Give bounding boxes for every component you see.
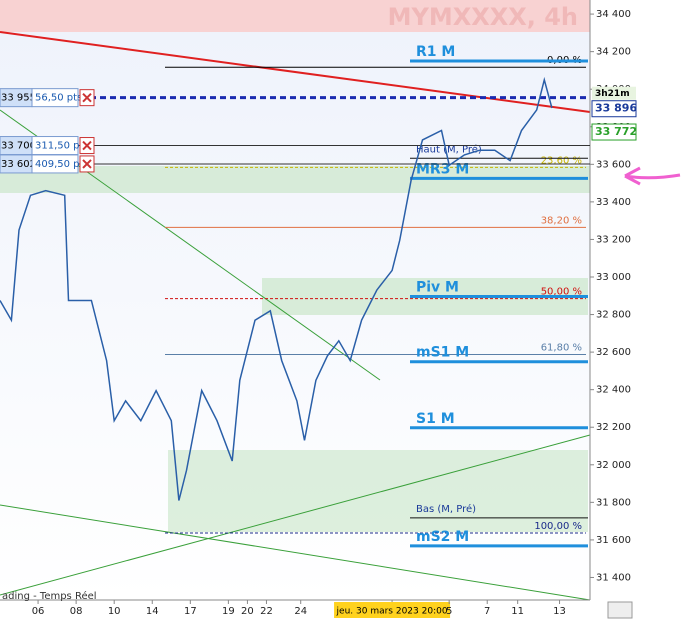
price-line: [0, 76, 553, 501]
price-tag: [591, 100, 637, 118]
y-tick-label: 33 000: [596, 272, 631, 283]
price-tag-label: 33 896: [595, 102, 637, 115]
y-tick-label: 33 400: [596, 197, 631, 208]
y-tick-label: 31 400: [596, 572, 631, 583]
countdown-box: [592, 86, 636, 100]
fib-label: 23,60 %: [541, 155, 582, 166]
watermark-title: MYMXXXX, 4h: [388, 3, 578, 31]
y-tick-label: 33 600: [596, 159, 631, 170]
order-price: 33 602: [1, 159, 36, 170]
order-close-icon: [82, 159, 92, 169]
pivot-label: mS2 M: [416, 529, 469, 545]
pivot-label: Bas (M, Pré): [416, 503, 476, 515]
order-distance-box: [31, 154, 79, 174]
y-tick-label: 31 600: [596, 535, 631, 546]
y-tick-label: 32 600: [596, 347, 631, 358]
source-label: ading - Temps Réel: [2, 590, 97, 602]
y-tick-label: 31 800: [596, 497, 631, 508]
x-tick-label: 13: [553, 606, 566, 617]
x-tick-label: 10: [108, 606, 121, 617]
y-tick-label: 33 200: [596, 234, 631, 245]
order-distance: 409,50 pts: [35, 159, 89, 170]
x-tick-label: 19: [222, 606, 235, 617]
order-close-icon: [82, 140, 92, 151]
zone: [168, 450, 588, 532]
pivot-label: mS1 M: [416, 345, 469, 361]
x-tick-label: 06: [32, 606, 45, 617]
order-price: 33 700: [1, 141, 36, 152]
crosshair-date-box: [334, 602, 451, 618]
x-tick-label: 17: [184, 606, 197, 617]
fib-label: 61,80 %: [541, 343, 582, 354]
y-tick-label: 32 200: [596, 422, 631, 433]
scroll-button[interactable]: [607, 601, 633, 619]
x-tick-label: 14: [146, 606, 159, 617]
x-tick-label: 08: [70, 606, 83, 617]
y-tick-label: 32 800: [596, 310, 631, 321]
pivot-label: R1 M: [416, 44, 455, 60]
y-tick-label: 32 400: [596, 385, 631, 396]
pivot-label: Piv M: [416, 280, 459, 296]
pivot-label: Haut (M, Pré): [416, 143, 482, 155]
pivot-label: S1 M: [416, 411, 455, 427]
pink-arrow: [624, 166, 681, 186]
x-tick-label: 20: [241, 606, 254, 617]
fib-label: 38,20 %: [541, 215, 582, 226]
price-tag-label: 33 772: [595, 125, 637, 138]
trendline: [0, 434, 591, 596]
y-tick-label: 34 400: [596, 9, 631, 20]
fib-label: 50,00 %: [541, 287, 582, 298]
x-tick-label: 24: [294, 606, 307, 617]
x-tick-label: 22: [260, 606, 273, 617]
price-tag: [591, 123, 637, 141]
order-distance: 311,50 pts: [35, 141, 89, 152]
pivot-label: MR3 M: [416, 161, 469, 177]
order-distance: 56,50 pts: [35, 93, 82, 104]
x-tick-label: 5: [446, 606, 452, 617]
trendline: [0, 504, 591, 601]
order-distance-box: [31, 88, 79, 108]
x-tick-label: 11: [511, 606, 524, 617]
x-tick-label: 7: [484, 606, 490, 617]
resistance-zone: [0, 0, 590, 32]
y-tick-label: 34 200: [596, 47, 631, 58]
fib-label: 100,00 %: [534, 521, 582, 532]
countdown: 3h21m: [595, 89, 630, 99]
order-price: 33 955: [1, 93, 36, 104]
x-tick-label: jeu. 30 mars 2023 20:00: [336, 607, 448, 617]
order-close-icon: [82, 92, 92, 103]
y-tick-label: 32 000: [596, 460, 631, 471]
